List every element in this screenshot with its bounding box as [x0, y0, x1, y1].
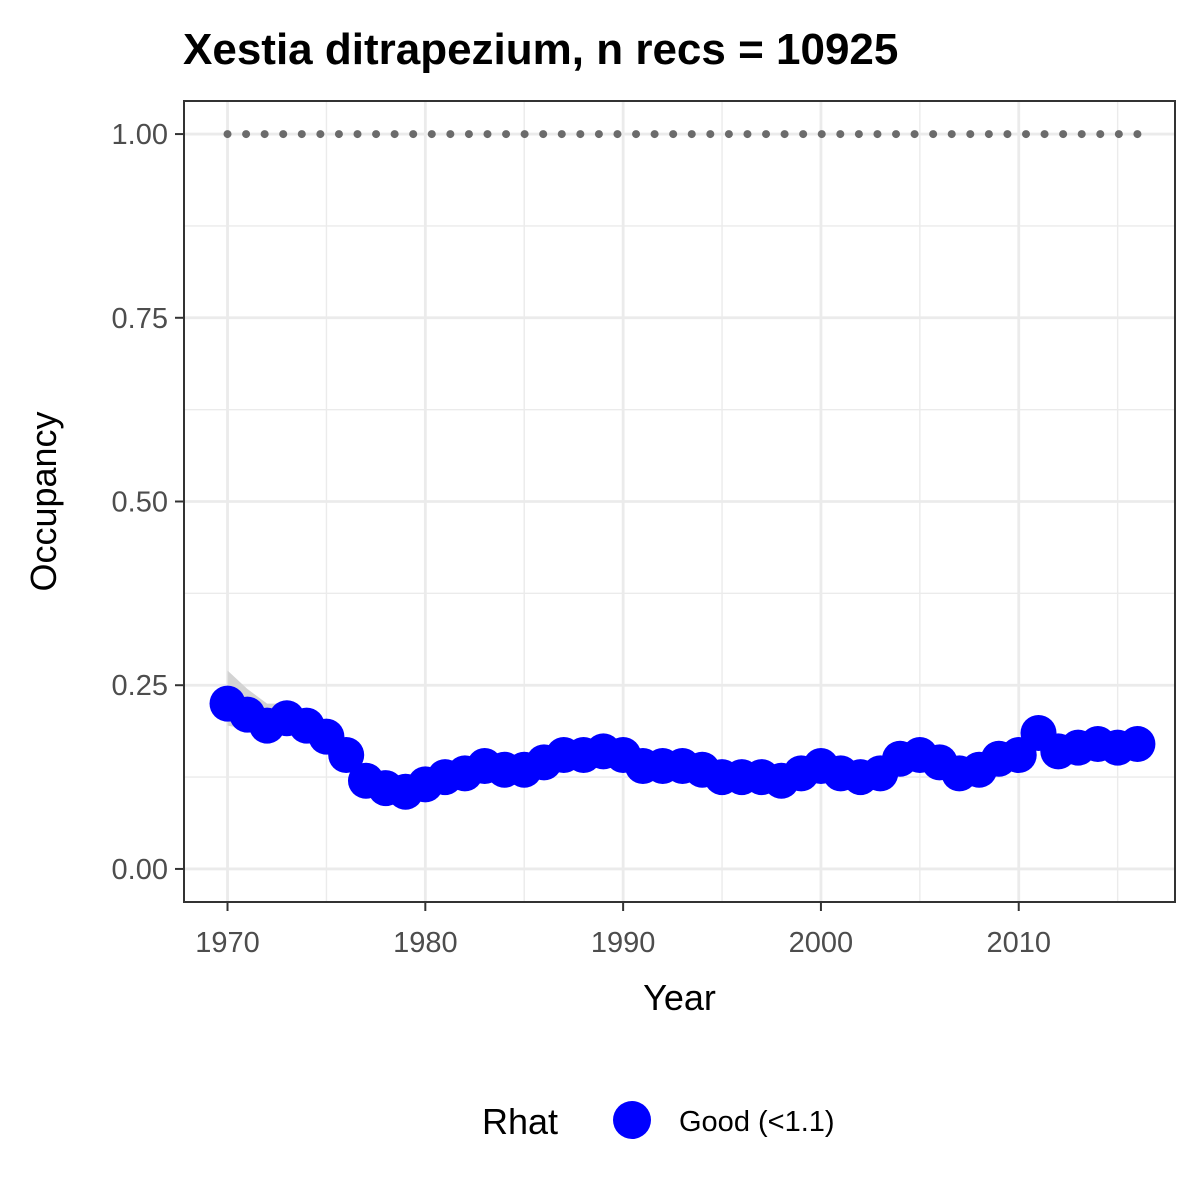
legend-title: Rhat [482, 1101, 558, 1142]
reference-dot [650, 130, 659, 139]
reference-dot [669, 130, 678, 139]
reference-dot [297, 130, 306, 139]
reference-dot [446, 130, 455, 139]
x-tick-label: 1970 [195, 927, 260, 959]
reference-dot [706, 130, 715, 139]
legend-key-good-marker [613, 1101, 651, 1139]
reference-dot [817, 130, 826, 139]
reference-dot [762, 130, 771, 139]
reference-dot [613, 130, 622, 139]
reference-dot [1040, 130, 1049, 139]
reference-dot [1114, 130, 1123, 139]
plot-panel [183, 100, 1176, 903]
data-point [328, 737, 365, 774]
legend: Rhat Good (<1.1) [482, 1101, 835, 1142]
y-tick-label: 0.00 [112, 854, 168, 886]
x-tick-label: 2010 [986, 927, 1051, 959]
reference-dot [316, 130, 325, 139]
y-tick-label: 0.50 [112, 487, 168, 519]
reference-dot [260, 130, 269, 139]
reference-dot [557, 130, 566, 139]
y-tick-label: 0.75 [112, 303, 168, 335]
reference-dot [483, 130, 492, 139]
legend-label-good: Good (<1.1) [679, 1106, 835, 1138]
y-tick-label: 0.25 [112, 670, 168, 702]
reference-dot [334, 130, 343, 139]
reference-dot [910, 130, 919, 139]
reference-dot [724, 130, 733, 139]
reference-dot [854, 130, 863, 139]
reference-dot [279, 130, 288, 139]
reference-dot [409, 130, 418, 139]
x-axis: 1970 1980 1990 2000 2010 [195, 902, 1051, 959]
data-point [1119, 726, 1156, 762]
x-axis-title: Year [643, 977, 716, 1018]
reference-dot [520, 130, 529, 139]
y-axis: 0.00 0.25 0.50 0.75 1.00 [112, 119, 184, 886]
reference-dot [687, 130, 696, 139]
reference-dot [1077, 130, 1086, 139]
reference-dot [799, 130, 808, 139]
reference-dot [966, 130, 975, 139]
reference-dot [892, 130, 901, 139]
reference-dot [1059, 130, 1068, 139]
reference-dot [372, 130, 381, 139]
reference-dot [780, 130, 789, 139]
reference-dot [1003, 130, 1012, 139]
reference-dot [502, 130, 511, 139]
reference-dot [1022, 130, 1030, 139]
reference-dot [464, 130, 473, 139]
reference-dot [353, 130, 362, 139]
y-axis-title: Occupancy [23, 411, 64, 591]
reference-dot [1133, 130, 1142, 139]
reference-dot [947, 130, 956, 139]
reference-dot [576, 130, 585, 139]
reference-dot [632, 130, 641, 139]
x-tick-label: 1990 [591, 927, 656, 959]
y-tick-label: 1.00 [112, 119, 168, 151]
reference-dot [539, 130, 548, 139]
reference-dot [873, 130, 882, 139]
reference-dot [223, 130, 232, 139]
reference-line-dotted [223, 130, 1142, 139]
reference-dot [427, 130, 436, 139]
reference-dot [242, 130, 251, 139]
reference-dot [390, 130, 399, 139]
reference-dot [743, 130, 752, 139]
reference-dot [929, 130, 938, 139]
reference-dot [984, 130, 993, 139]
x-tick-label: 2000 [789, 927, 854, 959]
chart-title: Xestia ditrapezium, n recs = 10925 [183, 25, 898, 74]
reference-dot [594, 130, 603, 139]
series-points [209, 685, 1156, 810]
reference-dot [1096, 130, 1105, 139]
reference-dot [836, 130, 845, 139]
x-tick-label: 1980 [393, 927, 458, 959]
